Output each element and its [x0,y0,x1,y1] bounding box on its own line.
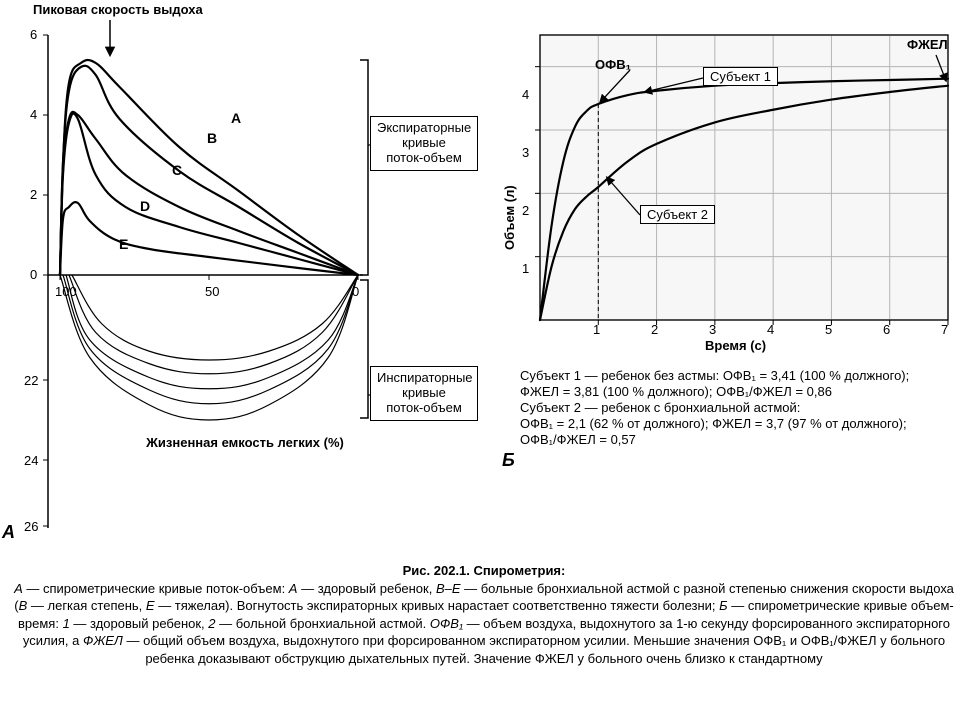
caption-body: А — спирометрические кривые поток-объем:… [14,581,954,666]
caption-title: Рис. 202.1. Спирометрия: [403,563,566,578]
ytick-22: 22 [24,373,38,388]
panel-b-tag: Б [502,450,515,471]
panel-a: Пиковая скорость выдоха Объемная скорост… [0,0,480,540]
anno-b-l4: ОФВ₁ = 2,1 (62 % от должного); ФЖЕЛ = 3,… [520,416,907,432]
panel-a-x-axis-label: Жизненная емкость легких (%) [130,435,360,450]
subject1-box: Субъект 1 [703,67,778,86]
curve-label-C: C [172,162,182,178]
panel-b: Объем (л) Время (с) ОФВ₁ ФЖЕЛ Субъект 1 … [490,20,960,490]
ytick-0: 0 [30,267,37,282]
ytick-24: 24 [24,453,38,468]
panel-b-y-axis-label: Объем (л) [502,185,517,250]
anno-b-l2: ФЖЕЛ = 3,81 (100 % должного); ОФВ₁/ФЖЕЛ … [520,384,832,400]
ytick-2: 2 [30,187,37,202]
b-xtick-6: 6 [883,322,890,337]
expiratory-box: Экспираторные кривые поток-объем [370,116,478,171]
b-xtick-3: 3 [709,322,716,337]
b-ytick-3: 3 [522,145,529,160]
figure-caption: Рис. 202.1. Спирометрия: А — спирометрич… [10,562,958,667]
b-ytick-2: 2 [522,203,529,218]
curve-label-E: E [119,236,128,252]
inspiratory-box: Инспираторные кривые поток-объем [370,366,478,421]
b-ytick-4: 4 [522,87,529,102]
xtick-50: 50 [205,284,219,299]
b-xtick-7: 7 [941,322,948,337]
panel-a-svg [0,0,480,540]
curve-label-B: B [207,130,217,146]
b-xtick-4: 4 [767,322,774,337]
anno-b-l3: Субъект 2 — ребенок с бронхиальной астмо… [520,400,800,416]
curve-label-D: D [140,198,150,214]
panel-a-tag: А [2,522,15,543]
ofv1-label: ОФВ₁ [595,57,631,72]
fvc-label: ФЖЕЛ [907,37,948,52]
ytick-26: 26 [24,519,38,534]
b-ytick-1: 1 [522,261,529,276]
anno-b-l5: ОФВ₁/ФЖЕЛ = 0,57 [520,432,636,448]
panel-b-x-axis-label: Время (с) [705,338,766,353]
b-xtick-2: 2 [651,322,658,337]
subject2-box: Субъект 2 [640,205,715,224]
ytick-4: 4 [30,107,37,122]
xtick-100: 100 [55,284,77,299]
anno-b-l1: Субъект 1 — ребенок без астмы: ОФВ₁ = 3,… [520,368,909,384]
ytick-6: 6 [30,27,37,42]
b-xtick-5: 5 [825,322,832,337]
curve-label-A: A [231,110,241,126]
xtick-0: 0 [352,284,359,299]
b-xtick-1: 1 [593,322,600,337]
